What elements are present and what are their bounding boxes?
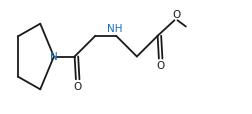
Text: NH: NH: [107, 24, 122, 33]
Text: O: O: [171, 10, 180, 20]
Text: O: O: [156, 60, 164, 70]
Text: O: O: [73, 81, 81, 91]
Text: N: N: [50, 52, 57, 62]
